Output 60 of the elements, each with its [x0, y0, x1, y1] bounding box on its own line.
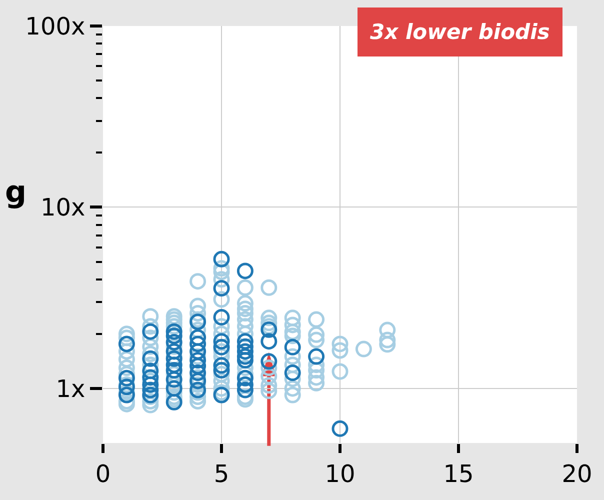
point: [213, 338, 230, 356]
point: [213, 386, 230, 404]
point: [190, 336, 206, 352]
point: [166, 371, 182, 388]
point: [190, 364, 206, 382]
point: [332, 420, 348, 437]
point: [118, 370, 135, 386]
point: [236, 333, 254, 350]
point: [166, 356, 182, 374]
y-axis-title: g: [5, 175, 26, 210]
x-tick-label: 20: [562, 460, 592, 488]
point: [213, 250, 230, 268]
point: [142, 369, 159, 386]
point: [190, 382, 206, 398]
point: [236, 262, 254, 280]
point: [236, 382, 254, 398]
point: [166, 362, 182, 379]
point: [190, 352, 206, 369]
point: [166, 323, 182, 340]
x-tick-label: 5: [214, 460, 230, 488]
point: [190, 329, 206, 346]
x-tick-label: 0: [95, 460, 111, 488]
y-tick-label: 100x: [25, 12, 86, 40]
point: [142, 376, 159, 393]
y-tick-label: 10x: [40, 194, 86, 222]
point: [118, 336, 135, 352]
point: [260, 321, 278, 338]
point: [213, 362, 230, 379]
point: [118, 378, 135, 396]
point: [308, 348, 325, 365]
point: [142, 362, 159, 380]
point: [284, 338, 301, 356]
point: [213, 309, 230, 326]
point: [142, 323, 159, 340]
point: [118, 386, 135, 404]
point: [166, 394, 182, 410]
point: [190, 358, 206, 374]
point: [236, 352, 254, 369]
point: [190, 314, 206, 330]
point: [213, 280, 230, 297]
point: [236, 376, 254, 393]
point: [260, 333, 278, 350]
point: [284, 364, 301, 382]
x-tick-label: 15: [443, 460, 474, 488]
point: [142, 350, 159, 367]
point: [236, 348, 254, 365]
y-tick-label: 1x: [56, 374, 86, 403]
point: [190, 372, 206, 390]
point: [213, 357, 230, 374]
x-tick-label: 10: [324, 460, 356, 488]
point: [166, 380, 182, 397]
point: [166, 343, 182, 360]
annotation: 3x lower biodis: [370, 20, 550, 44]
point: [166, 334, 182, 350]
point: [166, 328, 182, 344]
point: [236, 370, 254, 386]
point: [190, 343, 206, 360]
point: [213, 333, 230, 350]
point: [260, 353, 278, 370]
point: [142, 382, 159, 398]
